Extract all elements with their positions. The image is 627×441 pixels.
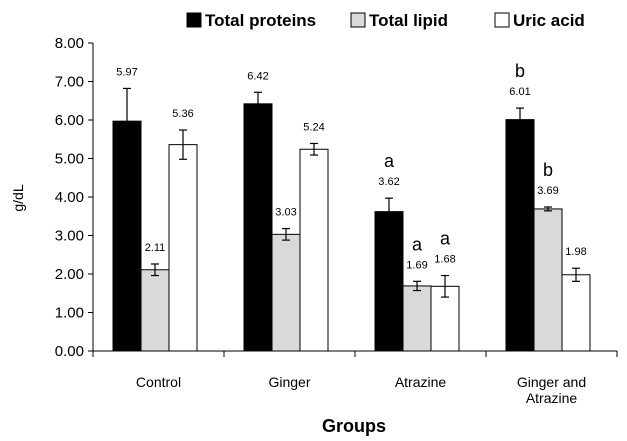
bar-total-lipid — [533, 208, 563, 352]
legend-swatch-uric-acid — [494, 12, 510, 28]
legend-label-total-proteins: Total proteins — [205, 11, 316, 30]
bar-total-proteins — [374, 211, 404, 352]
data-label: 3.62 — [378, 176, 399, 188]
x-axis-title: Groups — [322, 416, 386, 436]
bar-total-proteins — [243, 103, 273, 352]
data-label: 2.11 — [145, 242, 166, 254]
bar-total-lipid — [140, 269, 170, 352]
bar-uric-acid — [168, 144, 198, 352]
y-tick-label: 4.00 — [55, 189, 84, 206]
data-label: 1.98 — [565, 246, 586, 258]
x-tick-label: Control — [136, 374, 181, 390]
legend-swatch-total-lipid — [350, 12, 366, 28]
data-label: 5.36 — [172, 108, 193, 120]
axes: 0.00 1.00 2.00 3.00 4.00 5.00 6.00 7.00 8.00 Cont… — [55, 35, 618, 406]
x-tick-label: Ginger — [268, 374, 310, 390]
bars — [112, 87, 591, 352]
legend-label-uric-acid: Uric acid — [513, 11, 585, 30]
y-axis-title: g/dL — [10, 184, 26, 211]
data-label: 1.69 — [406, 259, 427, 271]
y-tick-label: 2.00 — [55, 266, 84, 283]
data-label: 5.24 — [303, 121, 324, 133]
data-label: 6.42 — [247, 70, 268, 82]
y-tick-label: 3.00 — [55, 228, 84, 245]
y-tick-label: 0.00 — [55, 343, 84, 360]
data-label: 3.69 — [537, 185, 558, 197]
y-tick-label: 5.00 — [55, 151, 84, 168]
bar-total-lipid — [271, 233, 301, 352]
significance-letter: a — [384, 151, 395, 171]
y-tick-label: 7.00 — [55, 74, 84, 91]
y-tick-label: 8.00 — [55, 35, 84, 52]
bar-uric-acid — [299, 148, 329, 352]
bar-uric-acid — [430, 285, 460, 352]
bar-uric-acid — [561, 274, 591, 352]
bar-total-lipid — [402, 285, 432, 352]
significance-letter: b — [543, 160, 553, 180]
x-tick-label: Atrazine — [395, 374, 447, 390]
data-label: 5.97 — [116, 66, 137, 78]
data-label: 6.01 — [509, 86, 530, 98]
x-tick-label: Ginger and Atrazine — [517, 374, 586, 406]
value-labels: 5.97 6.42 3.62 a 6.01 b 2.11 3.03 1.69 a 3.69 b 5.36… — [116, 61, 586, 271]
y-tick-label: 6.00 — [55, 112, 84, 129]
legend-label-total-lipid: Total lipid — [369, 11, 448, 30]
y-tick-label: 1.00 — [55, 305, 84, 322]
significance-letter: a — [412, 234, 423, 254]
bar-total-proteins — [505, 119, 535, 352]
significance-letter: a — [440, 229, 451, 249]
bar-total-proteins — [112, 120, 142, 352]
legend-swatch-total-proteins — [186, 12, 202, 28]
data-label: 1.68 — [434, 254, 455, 266]
data-label: 3.03 — [275, 207, 296, 219]
significance-letter: b — [515, 61, 525, 81]
legend: Total proteins Total lipid Uric acid — [186, 11, 585, 30]
